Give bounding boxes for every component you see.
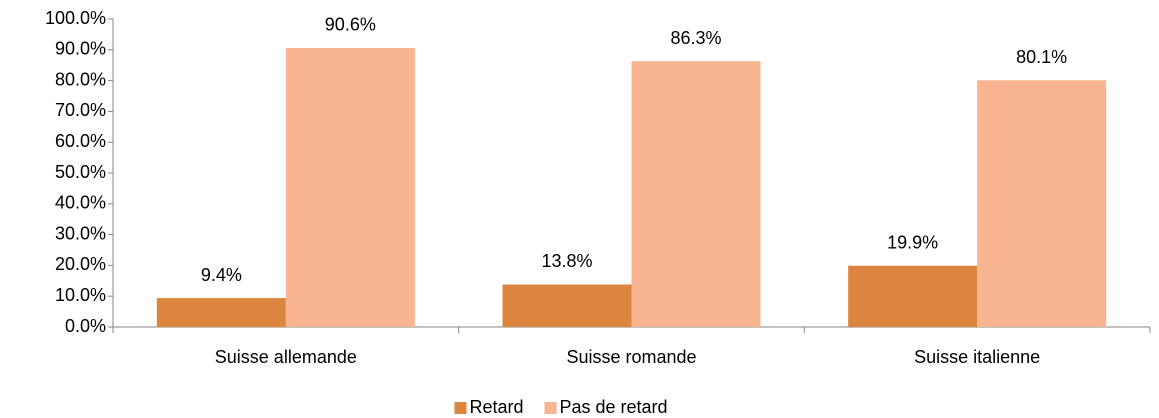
bar	[631, 61, 761, 328]
legend-swatch	[454, 402, 467, 414]
x-tick-label: Suisse italienne	[914, 347, 1040, 367]
value-label: 9.4%	[201, 265, 242, 285]
value-label: 80.1%	[1016, 47, 1067, 67]
y-tick-label: 90.0%	[55, 39, 106, 59]
legend-swatch	[544, 402, 557, 414]
y-tick-label: 50.0%	[55, 162, 106, 182]
y-tick-label: 30.0%	[55, 223, 106, 243]
value-label: 19.9%	[887, 232, 938, 252]
legend-label: Pas de retard	[560, 397, 668, 417]
bar	[502, 284, 632, 327]
bar	[977, 80, 1107, 328]
y-tick-label: 60.0%	[55, 131, 106, 151]
bar	[285, 47, 415, 328]
y-tick-label: 40.0%	[55, 193, 106, 213]
bar	[156, 298, 286, 327]
legend-label: Retard	[470, 397, 524, 417]
y-tick-label: 0.0%	[65, 316, 106, 336]
y-tick-label: 70.0%	[55, 100, 106, 120]
bar	[848, 265, 978, 327]
value-label: 86.3%	[670, 28, 721, 48]
x-tick-label: Suisse romande	[566, 347, 696, 367]
value-label: 13.8%	[541, 251, 592, 271]
y-tick-label: 10.0%	[55, 285, 106, 305]
y-tick-label: 100.0%	[45, 8, 106, 28]
y-tick-label: 20.0%	[55, 254, 106, 274]
y-tick-label: 80.0%	[55, 69, 106, 89]
value-label: 90.6%	[325, 15, 376, 35]
x-tick-label: Suisse allemande	[215, 347, 357, 367]
